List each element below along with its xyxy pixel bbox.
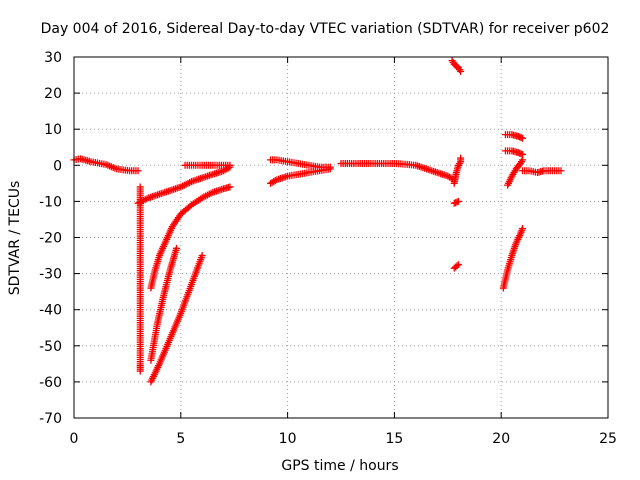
data-segment bbox=[450, 197, 462, 207]
data-point bbox=[326, 163, 334, 171]
x-tick-label: 25 bbox=[599, 431, 617, 447]
data-segment bbox=[136, 183, 144, 375]
y-tick-label: -10 bbox=[39, 194, 62, 210]
data-point bbox=[453, 262, 461, 270]
data-point bbox=[454, 261, 462, 269]
data-segment bbox=[147, 244, 181, 364]
data-segment bbox=[501, 131, 527, 142]
data-segment bbox=[501, 147, 527, 158]
data-point bbox=[457, 67, 465, 75]
y-tick-label: -70 bbox=[39, 411, 62, 427]
axis-ticks: 0 5 10 15 20 25 -70 -60 -50 -40 -30 -20 -10 0 10 20 30 bbox=[39, 50, 617, 447]
data-segment bbox=[267, 156, 334, 171]
data-segment bbox=[181, 161, 234, 169]
y-tick-label: -50 bbox=[39, 339, 62, 355]
data-points bbox=[70, 57, 565, 386]
y-axis-label: SDTVAR / TECUs bbox=[7, 181, 23, 296]
data-segment bbox=[450, 261, 462, 272]
data-point bbox=[198, 252, 206, 260]
data-point bbox=[134, 167, 142, 175]
x-tick-label: 15 bbox=[385, 431, 403, 447]
chart-title: Day 004 of 2016, Sidereal Day-to-day VTE… bbox=[41, 21, 610, 37]
data-segment bbox=[519, 167, 565, 177]
x-tick-label: 0 bbox=[70, 431, 79, 447]
y-tick-label: 0 bbox=[53, 158, 62, 174]
x-tick-label: 5 bbox=[176, 431, 185, 447]
y-tick-label: 20 bbox=[44, 86, 62, 102]
data-segment bbox=[450, 154, 465, 187]
x-tick-label: 20 bbox=[492, 431, 510, 447]
y-tick-label: -40 bbox=[39, 303, 62, 319]
data-point bbox=[457, 154, 465, 162]
data-point bbox=[519, 156, 527, 164]
data-segment bbox=[448, 57, 465, 75]
data-segment bbox=[337, 159, 458, 184]
data-segment bbox=[134, 163, 234, 207]
data-point bbox=[226, 161, 234, 169]
data-segment bbox=[504, 156, 527, 189]
data-segment bbox=[147, 183, 234, 292]
y-tick-label: 10 bbox=[44, 122, 62, 138]
data-point bbox=[271, 177, 279, 185]
y-tick-label: -60 bbox=[39, 375, 62, 391]
data-point bbox=[454, 197, 462, 205]
y-tick-label: -30 bbox=[39, 267, 62, 283]
x-axis-label: GPS time / hours bbox=[281, 458, 398, 474]
data-point bbox=[519, 224, 527, 232]
data-segment bbox=[499, 224, 527, 292]
data-point bbox=[226, 183, 234, 191]
y-tick-label: 30 bbox=[44, 50, 62, 66]
data-point bbox=[173, 244, 181, 252]
y-tick-label: -20 bbox=[39, 231, 62, 247]
data-segment bbox=[147, 252, 206, 386]
data-point bbox=[136, 367, 144, 375]
data-point bbox=[557, 167, 565, 175]
x-tick-label: 10 bbox=[279, 431, 297, 447]
data-point bbox=[519, 134, 527, 142]
